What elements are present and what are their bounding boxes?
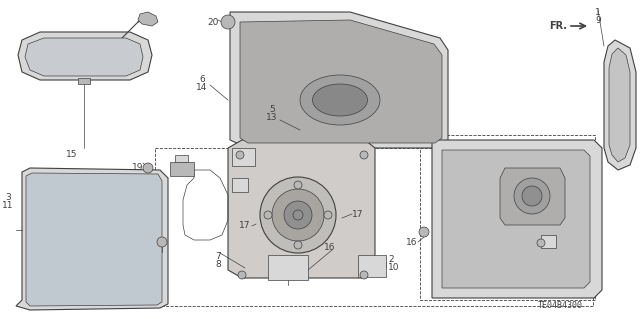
Circle shape bbox=[221, 15, 235, 29]
Bar bbox=[78, 78, 90, 84]
Polygon shape bbox=[16, 168, 168, 310]
Text: 1: 1 bbox=[595, 8, 601, 17]
Polygon shape bbox=[609, 48, 630, 162]
Circle shape bbox=[522, 186, 542, 206]
Text: 9: 9 bbox=[595, 16, 601, 25]
Polygon shape bbox=[240, 20, 442, 143]
Polygon shape bbox=[232, 178, 248, 192]
Polygon shape bbox=[442, 150, 590, 288]
Polygon shape bbox=[604, 40, 636, 170]
Text: 11: 11 bbox=[3, 201, 13, 210]
Polygon shape bbox=[26, 173, 162, 306]
Polygon shape bbox=[541, 235, 556, 248]
Text: 16: 16 bbox=[324, 243, 336, 252]
Circle shape bbox=[360, 271, 368, 279]
Text: 5: 5 bbox=[269, 105, 275, 114]
Circle shape bbox=[419, 227, 429, 237]
Text: FR.: FR. bbox=[549, 21, 567, 31]
Text: 20: 20 bbox=[207, 18, 219, 27]
Text: 16: 16 bbox=[406, 238, 418, 247]
Circle shape bbox=[537, 239, 545, 247]
Text: 3: 3 bbox=[5, 193, 11, 202]
Circle shape bbox=[514, 178, 550, 214]
Circle shape bbox=[260, 177, 336, 253]
Circle shape bbox=[284, 201, 312, 229]
Text: 12: 12 bbox=[488, 233, 500, 242]
Circle shape bbox=[360, 151, 368, 159]
Bar bbox=[358, 255, 386, 277]
Circle shape bbox=[324, 211, 332, 219]
Polygon shape bbox=[25, 38, 143, 76]
Circle shape bbox=[236, 151, 244, 159]
Text: 15: 15 bbox=[67, 150, 77, 159]
Ellipse shape bbox=[300, 75, 380, 125]
Polygon shape bbox=[18, 32, 152, 80]
Text: 6: 6 bbox=[199, 75, 205, 84]
Polygon shape bbox=[175, 155, 188, 162]
Polygon shape bbox=[432, 140, 602, 298]
Text: 17: 17 bbox=[352, 210, 364, 219]
Polygon shape bbox=[170, 162, 194, 176]
Polygon shape bbox=[232, 148, 255, 166]
Text: 17: 17 bbox=[524, 195, 536, 204]
Circle shape bbox=[272, 189, 324, 241]
Circle shape bbox=[264, 211, 272, 219]
Circle shape bbox=[293, 210, 303, 220]
Text: 17: 17 bbox=[239, 220, 250, 229]
Text: 4: 4 bbox=[491, 225, 497, 234]
Text: 7: 7 bbox=[215, 252, 221, 261]
Circle shape bbox=[238, 271, 246, 279]
Circle shape bbox=[143, 163, 153, 173]
Circle shape bbox=[157, 237, 167, 247]
Circle shape bbox=[294, 241, 302, 249]
Text: 14: 14 bbox=[196, 83, 208, 92]
Circle shape bbox=[294, 181, 302, 189]
Text: 8: 8 bbox=[215, 260, 221, 269]
Ellipse shape bbox=[312, 84, 367, 116]
Text: 10: 10 bbox=[388, 263, 399, 272]
Bar bbox=[268, 255, 308, 280]
Text: 18: 18 bbox=[150, 240, 162, 249]
Polygon shape bbox=[228, 140, 375, 278]
Bar bbox=[155, 148, 593, 306]
Polygon shape bbox=[500, 168, 565, 225]
Text: 2: 2 bbox=[388, 255, 394, 264]
Text: TE04B4300: TE04B4300 bbox=[538, 301, 583, 310]
Bar bbox=[420, 135, 595, 300]
Text: 13: 13 bbox=[266, 113, 278, 122]
Polygon shape bbox=[230, 12, 448, 148]
Polygon shape bbox=[138, 12, 158, 26]
Text: 19: 19 bbox=[132, 163, 144, 172]
